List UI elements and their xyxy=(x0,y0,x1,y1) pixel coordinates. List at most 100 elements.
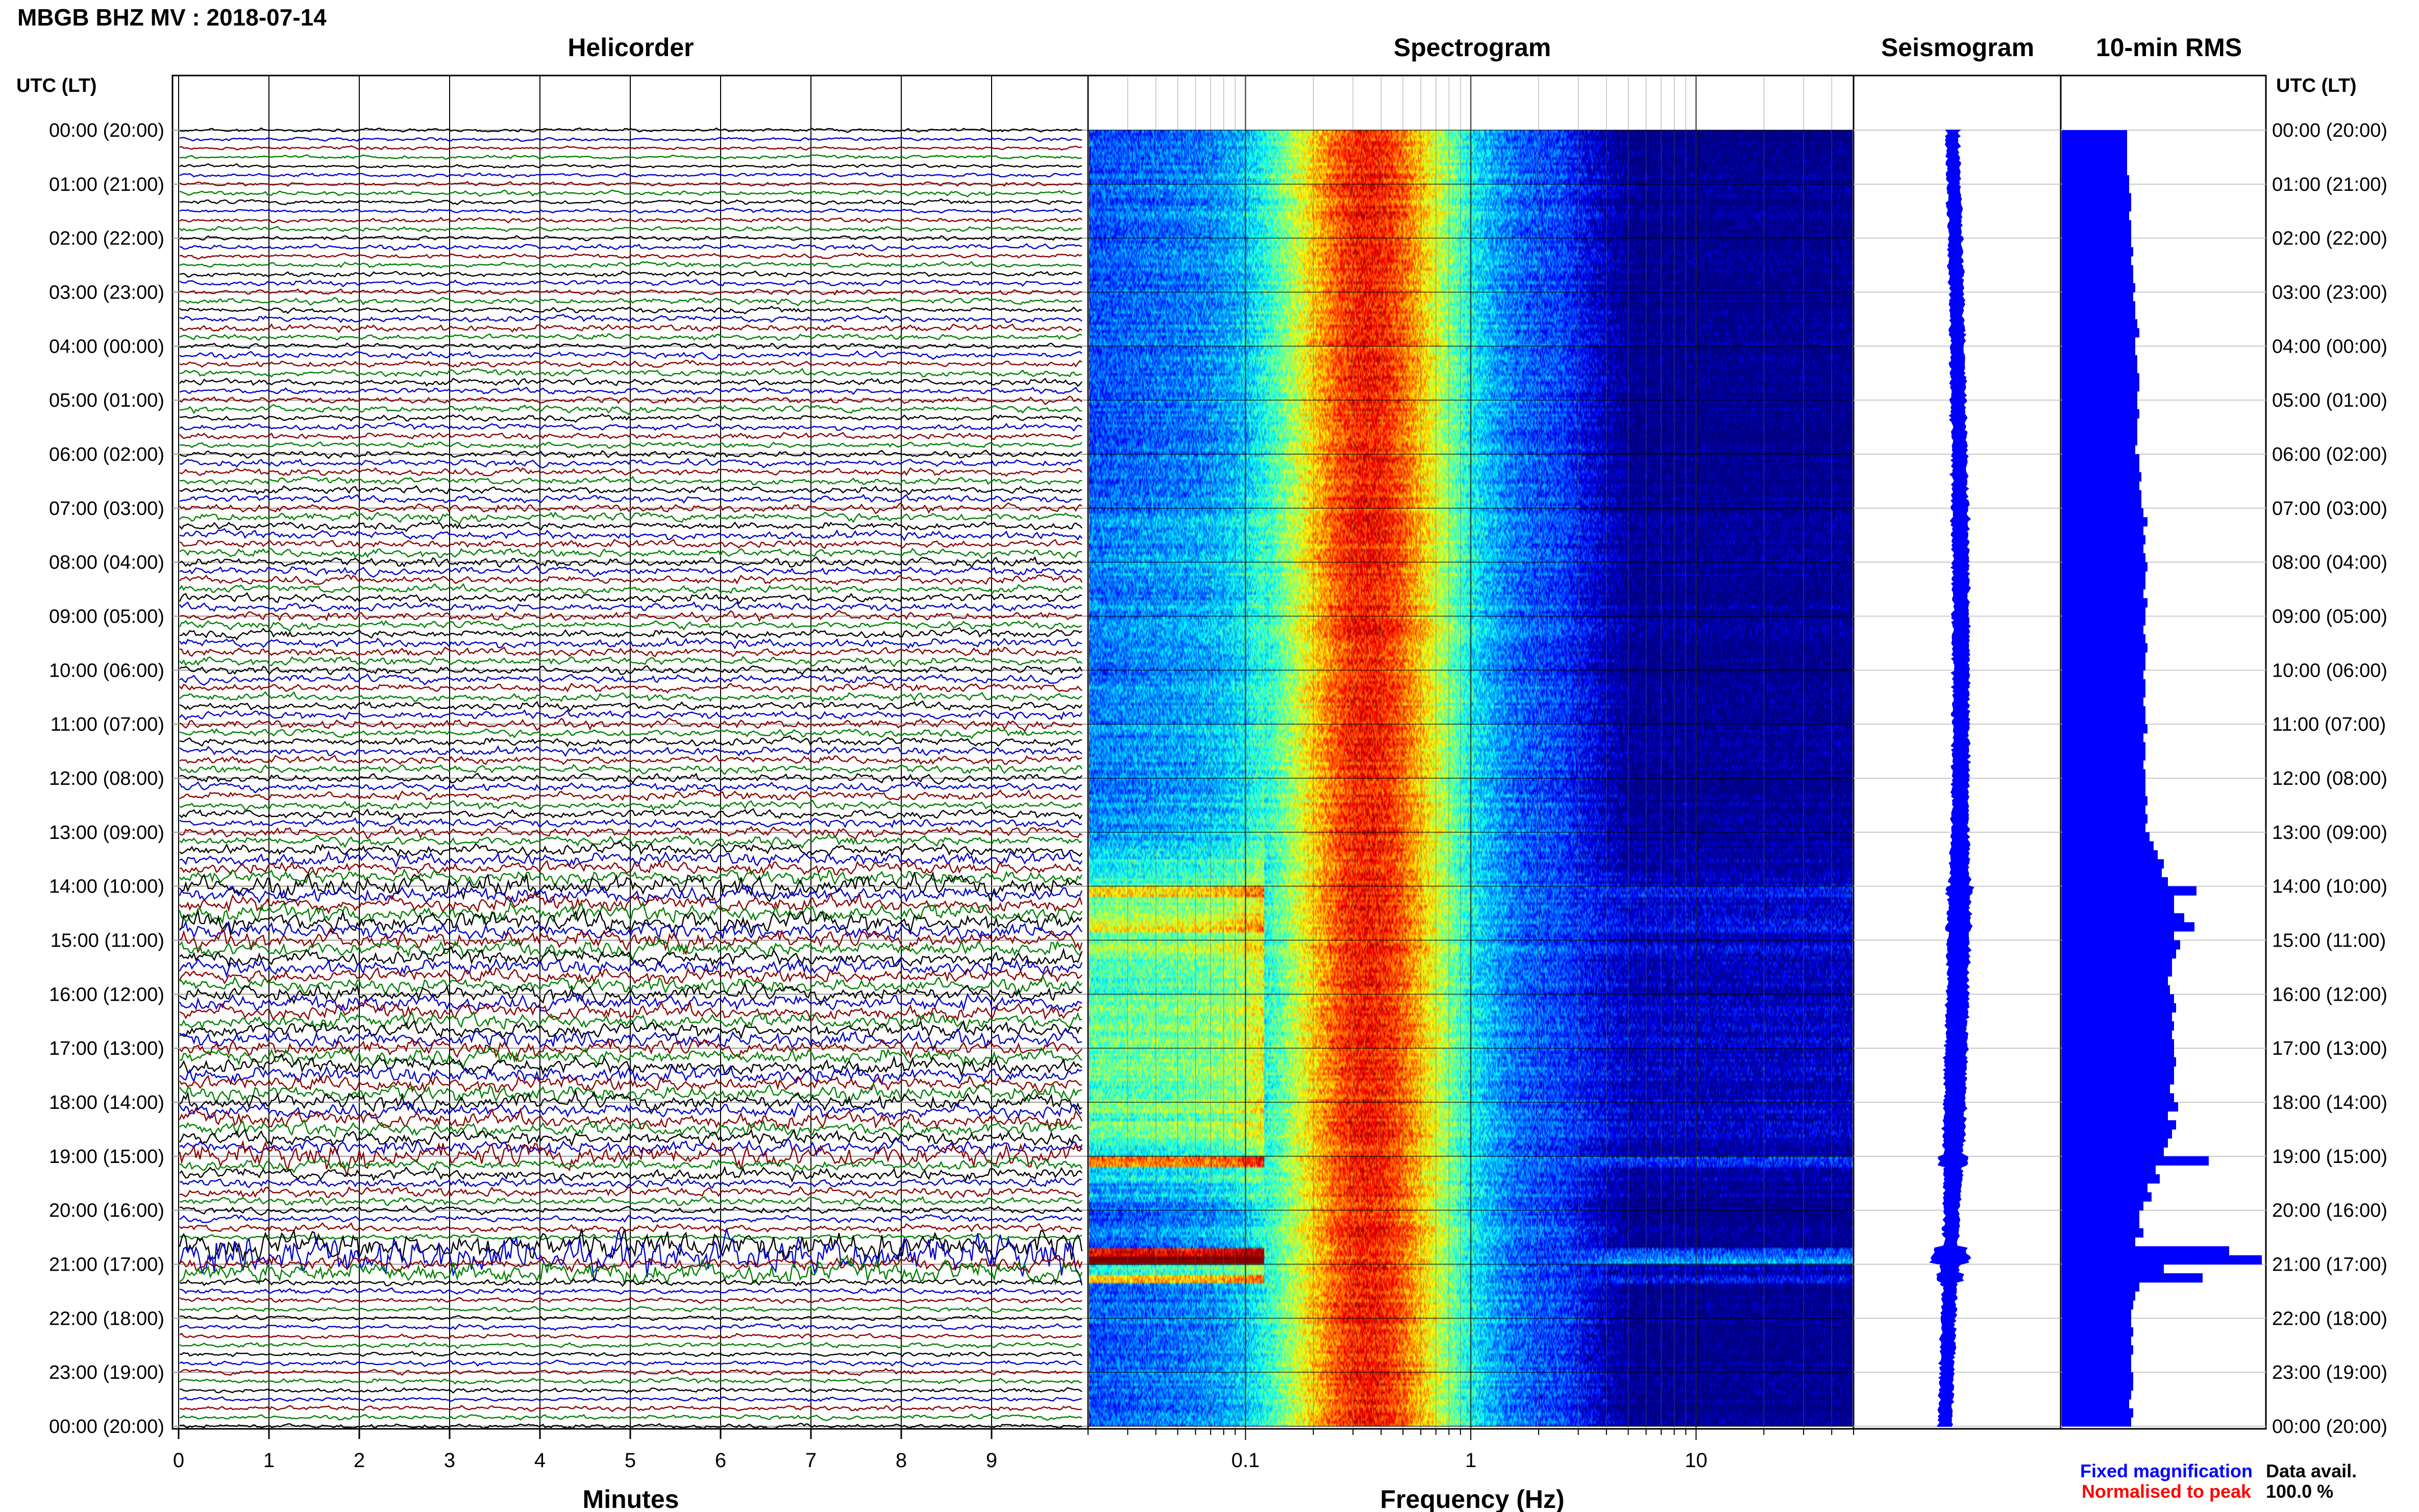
rms-bar xyxy=(2062,616,2145,626)
rms-bar xyxy=(2062,1012,2172,1022)
rms-bar xyxy=(2062,958,2172,968)
helicorder-trace xyxy=(179,305,1082,315)
helicorder-trace xyxy=(180,441,1082,449)
hour-label-left: 02:00 (22:00) xyxy=(49,228,164,250)
helicorder-trace xyxy=(179,163,1082,169)
rms-bar xyxy=(2062,1282,2139,1292)
rms-bar xyxy=(2062,661,2145,671)
hour-label-left: 18:00 (14:00) xyxy=(49,1092,164,1113)
helicorder-trace xyxy=(179,871,1082,903)
helicorder-trace xyxy=(179,817,1082,829)
hour-label-left: 01:00 (21:00) xyxy=(49,174,164,195)
hour-label-right: 06:00 (02:00) xyxy=(2272,444,2387,465)
rms-bar xyxy=(2062,715,2145,725)
helicorder-trace xyxy=(179,485,1082,495)
rms-bar xyxy=(2062,1336,2131,1346)
rms-bar xyxy=(2062,247,2133,257)
helicorder-trace xyxy=(179,1386,1082,1394)
rms-bar xyxy=(2062,940,2180,950)
helicorder-trace xyxy=(179,1075,1082,1094)
rms-bar xyxy=(2062,1264,2164,1274)
rms-bar xyxy=(2062,337,2135,346)
rms-bar xyxy=(2062,1201,2143,1211)
rms-bar xyxy=(2062,1183,2148,1193)
helicorder-trace xyxy=(179,945,1083,968)
rms-bar xyxy=(2062,769,2145,779)
helicorder-trace xyxy=(179,781,1082,794)
helicorder-trace xyxy=(179,884,1083,904)
rms-bar xyxy=(2062,1147,2164,1157)
helicorder-trace xyxy=(180,1044,1082,1070)
hour-label-right: 05:00 (01:00) xyxy=(2272,390,2387,411)
helicorder-xtick-label: 4 xyxy=(534,1449,546,1472)
rms-bar xyxy=(2062,328,2139,338)
rms-bar xyxy=(2062,1228,2143,1238)
rms-bar xyxy=(2062,202,2131,212)
rms-bar xyxy=(2062,130,2127,140)
hour-label-right: 18:00 (14:00) xyxy=(2272,1092,2387,1113)
hour-label-right: 14:00 (10:00) xyxy=(2272,876,2387,898)
rms-bar xyxy=(2062,571,2145,581)
helicorder-xtick-label: 3 xyxy=(444,1449,455,1472)
rms-bar xyxy=(2062,355,2137,365)
helicorder-trace xyxy=(179,646,1082,657)
rms-bar xyxy=(2062,1318,2131,1328)
rms-bar xyxy=(2062,184,2129,194)
rms-bar xyxy=(2062,1300,2133,1310)
helicorder-trace xyxy=(179,850,1083,869)
spectrogram-title: Spectrogram xyxy=(1394,33,1551,62)
rms-bar xyxy=(2062,211,2129,220)
rms-bar xyxy=(2062,1003,2176,1013)
helicorder-trace xyxy=(179,467,1082,477)
helicorder-trace xyxy=(179,1196,1082,1207)
helicorder-trace xyxy=(179,1359,1082,1368)
rms-bar xyxy=(2062,1057,2176,1067)
rms-bar xyxy=(2062,706,2145,716)
rms-title: 10-min RMS xyxy=(2096,33,2242,62)
rms-bar xyxy=(2062,175,2129,185)
rms-bar xyxy=(2062,598,2148,608)
helicorder-trace xyxy=(180,1423,1082,1429)
helicorder-trace xyxy=(179,664,1083,676)
rms-bar xyxy=(2062,1255,2262,1265)
hour-label-left: 22:00 (18:00) xyxy=(49,1308,164,1329)
rms-bar xyxy=(2062,544,2143,554)
helicorder-trace xyxy=(179,1404,1082,1412)
legend-normalised-to-peak: Normalised to peak xyxy=(2082,1481,2252,1502)
helicorder-trace xyxy=(179,342,1082,351)
rms-bar xyxy=(2062,1066,2174,1076)
helicorder-trace xyxy=(179,717,1082,732)
helicorder-trace xyxy=(179,1101,1082,1121)
rms-bar xyxy=(2062,805,2145,815)
rms-bar xyxy=(2062,742,2145,752)
rms-bar xyxy=(2062,634,2145,644)
helicorder-trace xyxy=(179,386,1082,395)
rms-bar xyxy=(2062,157,2127,167)
rms-bar xyxy=(2062,220,2131,230)
helicorder-trace xyxy=(179,1107,1083,1131)
utc-label-left: UTC (LT) xyxy=(16,75,97,96)
helicorder-trace xyxy=(179,619,1082,632)
helicorder-xtick-label: 9 xyxy=(986,1449,997,1472)
helicorder-trace xyxy=(179,627,1082,640)
helicorder-trace xyxy=(179,1010,1082,1032)
rms-bar xyxy=(2062,490,2141,500)
rms-bar xyxy=(2062,1291,2135,1301)
hour-label-left: 06:00 (02:00) xyxy=(49,444,164,465)
helicorder-trace xyxy=(179,538,1082,549)
helicorder-trace xyxy=(179,1083,1082,1105)
helicorder-trace xyxy=(179,901,1083,926)
spectrogram-panel: 0.1 1 10 xyxy=(1087,75,1855,1472)
hour-label-left: 23:00 (19:00) xyxy=(49,1362,164,1383)
helicorder-trace xyxy=(179,350,1082,360)
seismogram-title: Seismogram xyxy=(1881,33,2034,62)
helicorder-trace xyxy=(179,1064,1082,1085)
helicorder-trace xyxy=(179,1396,1082,1402)
rms-bar xyxy=(2062,760,2143,770)
helicorder-trace xyxy=(179,808,1083,821)
rms-bar xyxy=(2062,517,2148,527)
helicorder-trace xyxy=(179,432,1082,440)
hour-label-left: 14:00 (10:00) xyxy=(49,876,164,898)
helicorder-trace xyxy=(179,422,1082,432)
